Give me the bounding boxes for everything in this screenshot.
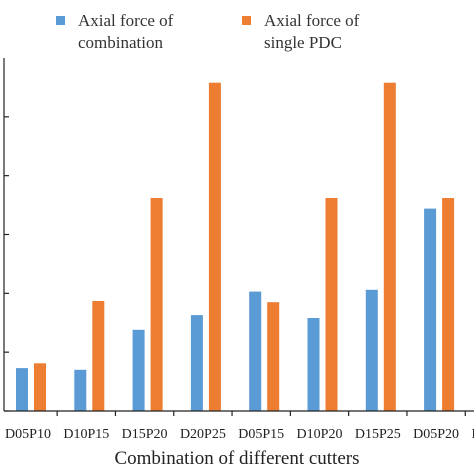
bar-single-pdc-D05P15	[267, 302, 280, 411]
bar-combination-D10P20	[307, 318, 320, 411]
bar-combination-D10P15	[74, 369, 87, 411]
legend-label-combination: Axial force of combination	[78, 11, 174, 52]
x-tick-label-D05P10: D05P10	[5, 427, 51, 442]
bar-combination-D05P10	[16, 368, 28, 411]
legend-item-combination: Axial force of combination	[56, 10, 173, 54]
bar-combination-D20P25	[190, 315, 203, 411]
x-tick-label-D15P20: D15P20	[122, 427, 168, 442]
legend-swatch-combination	[56, 16, 65, 25]
x-tick-label-D05P15: D05P15	[238, 427, 284, 442]
bar-single-pdc-D10P20	[325, 198, 338, 411]
bar-single-pdc-D10P15	[92, 301, 105, 411]
bar-single-pdc-D05P20	[442, 198, 455, 411]
bar-single-pdc-D05P10	[34, 363, 46, 411]
legend-item-single-pdc: Axial force of single PDC	[242, 10, 359, 54]
x-tick-label-D05P20: D05P20	[413, 427, 459, 442]
bar-single-pdc-D20P25	[208, 82, 221, 411]
bar-combination-D15P20	[132, 329, 145, 411]
bar-single-pdc-D15P20	[150, 198, 163, 411]
legend: Axial force of combination Axial force o…	[0, 6, 474, 58]
x-tick-labels: D05P10 D10P15 D15P20 D20P25 D05P15 D10P20 D15P…	[5, 427, 474, 442]
bar-combination-D05P20	[424, 208, 437, 411]
bar-combination-D05P15	[249, 291, 262, 411]
x-tick-label-D10P15: D10P15	[63, 427, 109, 442]
bar-single-pdc-D15P25	[383, 82, 396, 411]
bars	[16, 82, 455, 411]
legend-label-single-pdc: Axial force of single PDC	[264, 11, 360, 52]
x-tick-label-D10P25: D10P25	[471, 427, 474, 442]
x-tick-label-D15P25: D15P25	[355, 427, 401, 442]
x-axis-label: Combination of different cutters	[114, 448, 360, 469]
x-tick-label-D10P20: D10P20	[297, 427, 343, 442]
axes	[3, 58, 474, 416]
legend-swatch-single-pdc	[242, 16, 251, 25]
x-tick-label-D20P25: D20P25	[180, 427, 226, 442]
bar-combination-D15P25	[365, 289, 378, 411]
